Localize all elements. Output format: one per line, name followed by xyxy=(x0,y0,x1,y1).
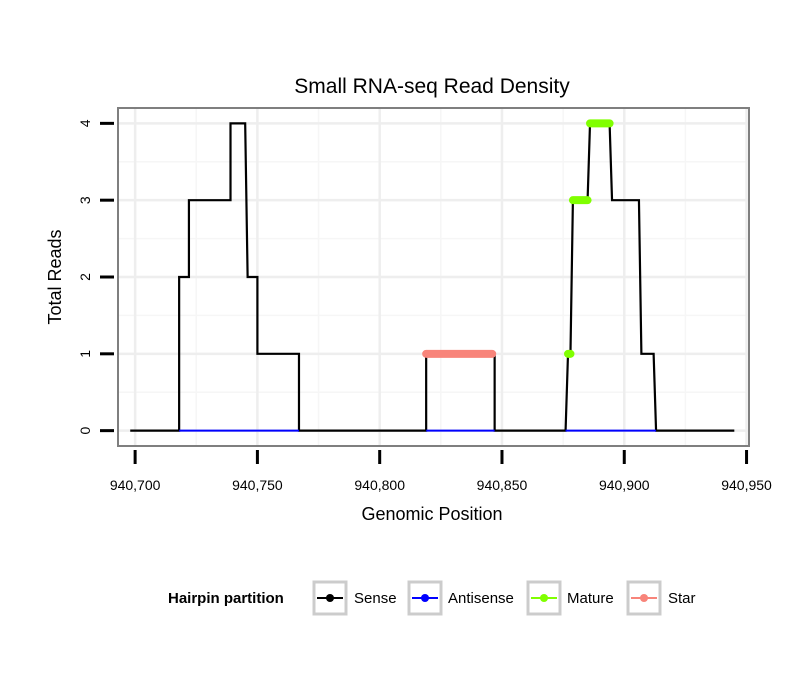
legend-label-sense: Sense xyxy=(354,590,397,607)
legend-label-star: Star xyxy=(668,590,696,607)
x-tick-label: 940,750 xyxy=(232,477,283,493)
y-tick-label: 4 xyxy=(77,119,93,127)
x-tick-label: 940,800 xyxy=(354,477,405,493)
plot-border xyxy=(117,107,750,447)
x-tick-label: 940,900 xyxy=(599,477,650,493)
y-tick-label: 2 xyxy=(77,273,93,281)
x-axis: 940,700 940,750 940,800 940,850 940,900 940,9… xyxy=(110,450,772,493)
legend-key-point xyxy=(326,594,334,602)
legend-label-mature: Mature xyxy=(567,590,614,607)
series-layer xyxy=(130,119,735,432)
x-tick-label: 940,950 xyxy=(721,477,772,493)
legend-key-point xyxy=(421,594,429,602)
y-axis: 0 1 2 3 4 xyxy=(77,119,114,435)
y-tick-label: 0 xyxy=(77,427,93,435)
y-tick-label: 1 xyxy=(77,350,93,358)
x-tick-label: 940,850 xyxy=(477,477,528,493)
legend: Hairpin partition Sense Antisense Mature St… xyxy=(168,580,696,616)
y-axis-label: Total Reads xyxy=(45,229,65,324)
legend-title: Hairpin partition xyxy=(168,590,284,607)
legend-key-point xyxy=(540,594,548,602)
chart-title: Small RNA-seq Read Density xyxy=(294,75,570,98)
x-axis-label: Genomic Position xyxy=(361,504,502,524)
y-tick-label: 3 xyxy=(77,196,93,204)
legend-label-antisense: Antisense xyxy=(448,590,514,607)
x-tick-label: 940,700 xyxy=(110,477,161,493)
legend-key-point xyxy=(640,594,648,602)
